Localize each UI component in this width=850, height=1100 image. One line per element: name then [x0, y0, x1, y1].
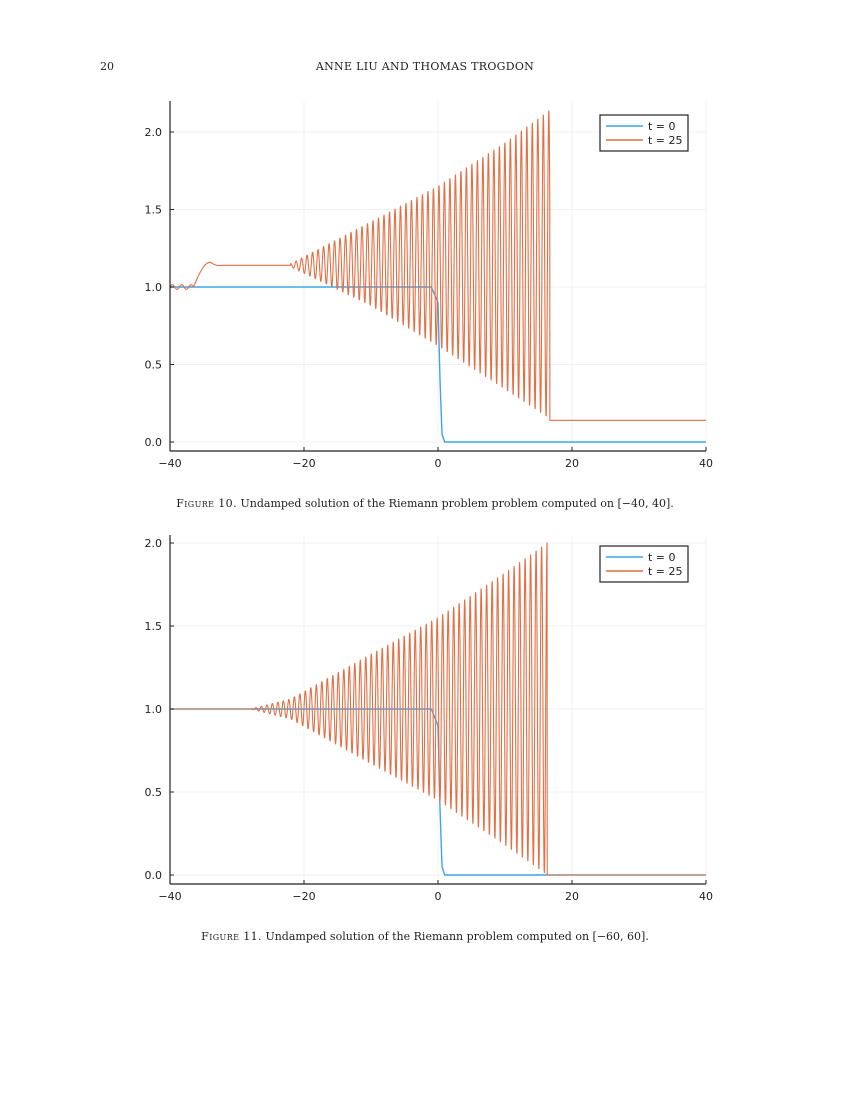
series-t25-line	[170, 542, 706, 876]
y-tick-label: 1.0	[145, 703, 163, 716]
figure-11-caption: Figure 11. Undamped solution of the Riem…	[0, 930, 850, 943]
figure-11-caption-text: Undamped solution of the Riemann problem…	[265, 930, 649, 943]
page-number: 20	[100, 60, 114, 73]
figure-11-plot: −40 −20 0 20 40 0.0 0.5 1.0 1.5 2.0 t = 0t = 25	[145, 535, 713, 903]
y-tick-label: 0.5	[145, 359, 163, 372]
y-tick-label: 1.5	[145, 620, 163, 633]
figure-10-caption: Figure 10. Undamped solution of the Riem…	[0, 497, 850, 510]
running-head: 20 ANNE LIU AND THOMAS TROGDON	[0, 60, 850, 76]
series-t0-line	[170, 708, 706, 876]
x-tick-label: 20	[565, 457, 579, 470]
x-tick-label: 40	[699, 890, 713, 903]
x-tick-label: −20	[292, 890, 315, 903]
x-tick-label: 0	[435, 457, 442, 470]
legend: t = 0t = 25	[599, 114, 689, 152]
figure-10-plot: −40 −20 0 20 40 0.0 0.5 1.0 1.5 2.0 t = 0t = 25	[145, 101, 713, 470]
y-tick-label: 2.0	[145, 537, 163, 550]
y-tick-label: 2.0	[145, 126, 163, 139]
x-tick-label: 0	[435, 890, 442, 903]
legend: t = 0t = 25	[599, 545, 689, 583]
x-tick-label: −40	[158, 457, 181, 470]
x-tick-label: 40	[699, 457, 713, 470]
y-tick-label: 1.0	[145, 281, 163, 294]
series-t25-line	[170, 110, 706, 421]
x-tick-label: 20	[565, 890, 579, 903]
y-tick-label: 1.5	[145, 204, 163, 217]
legend-label-t0: t = 0	[648, 551, 676, 564]
figure-10-label: Figure 10.	[176, 497, 237, 510]
legend-label-t0: t = 0	[648, 120, 676, 133]
figure-11-label: Figure 11.	[201, 930, 262, 943]
y-tick-label: 0.0	[145, 869, 163, 882]
x-tick-label: −40	[158, 890, 181, 903]
legend-label-t25: t = 25	[648, 134, 683, 147]
running-head-authors: ANNE LIU AND THOMAS TROGDON	[315, 60, 535, 73]
y-tick-label: 0.0	[145, 436, 163, 449]
legend-label-t25: t = 25	[648, 565, 683, 578]
y-tick-label: 0.5	[145, 786, 163, 799]
x-tick-label: −20	[292, 457, 315, 470]
figure-10-caption-text: Undamped solution of the Riemann problem…	[240, 497, 674, 510]
